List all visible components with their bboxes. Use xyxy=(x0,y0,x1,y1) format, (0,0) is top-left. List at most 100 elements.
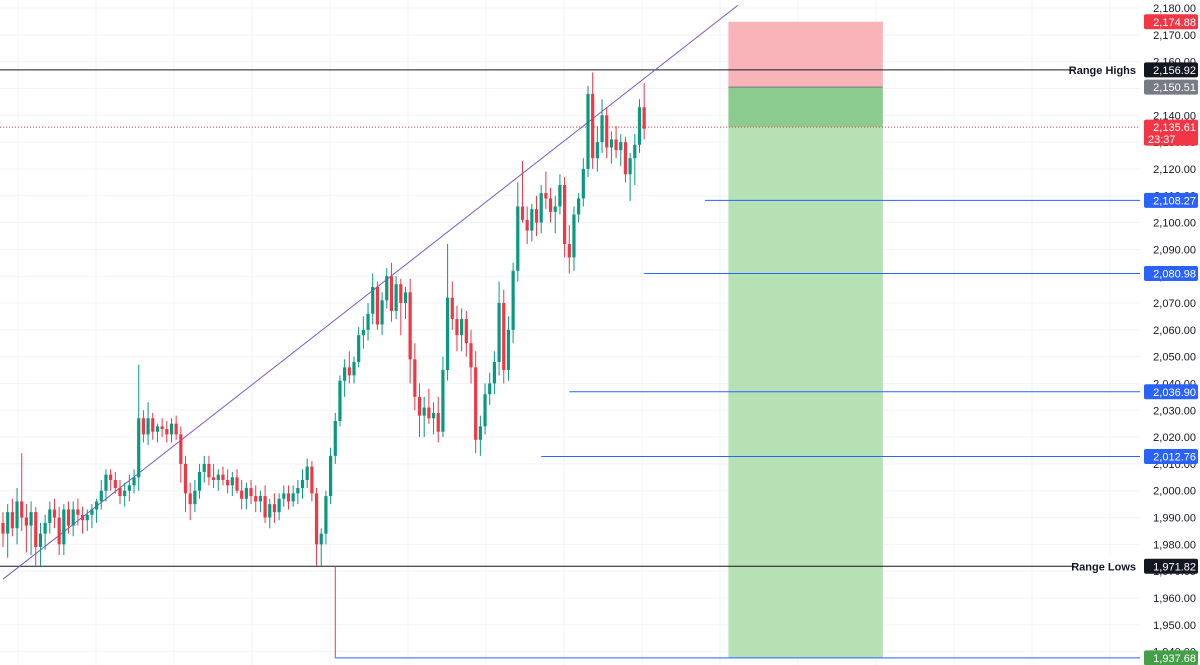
candle-body xyxy=(581,168,585,199)
candle-body xyxy=(595,142,599,159)
drawn-lines[interactable] xyxy=(0,4,1140,659)
y-tick-label: 2,180.00 xyxy=(1153,3,1196,15)
level-label-bg xyxy=(1074,558,1140,575)
y-tick-label: 2,170.00 xyxy=(1153,30,1196,42)
candle-body xyxy=(431,412,436,419)
candle-body xyxy=(212,477,216,480)
candle-body xyxy=(272,504,277,513)
candle-body xyxy=(441,370,445,432)
candle-body xyxy=(623,142,628,175)
candles xyxy=(1,72,646,566)
candle-body xyxy=(80,514,85,521)
candle-body xyxy=(48,509,52,523)
candle-body xyxy=(29,512,33,526)
candle-body xyxy=(637,107,642,145)
candle-body xyxy=(488,383,492,395)
candle-body xyxy=(34,512,38,548)
candle-body xyxy=(642,107,646,129)
candle-body xyxy=(10,512,14,529)
candle-body xyxy=(530,209,534,231)
candle-body xyxy=(310,466,314,494)
candle-body xyxy=(338,380,342,421)
candle-body xyxy=(305,466,309,480)
level-labels: Range Highs Range Lows xyxy=(1069,61,1140,575)
candle-body xyxy=(619,142,623,151)
candle-body xyxy=(483,394,487,427)
candle-body xyxy=(207,463,211,478)
y-tick-label: 1,980.00 xyxy=(1153,539,1196,551)
countdown-timer: 23:37 xyxy=(1148,134,1176,146)
candle-body xyxy=(123,490,127,497)
price-tag-value: 1,971.82 xyxy=(1153,561,1196,573)
price-tag xyxy=(1144,558,1198,574)
candle-body xyxy=(286,493,291,502)
y-tick-label: 1,990.00 xyxy=(1153,513,1196,525)
candle-body xyxy=(417,396,422,416)
candle-body xyxy=(221,474,225,480)
candle-body xyxy=(188,493,192,505)
candle-body xyxy=(174,423,178,435)
price-tag-value: 2,150.51 xyxy=(1153,82,1196,94)
candle-body xyxy=(502,303,506,371)
candle-body xyxy=(15,501,19,529)
candle-body xyxy=(52,509,57,518)
candle-body xyxy=(66,509,71,526)
candle-body xyxy=(371,286,375,314)
candle-body xyxy=(516,206,520,271)
candle-body xyxy=(567,244,571,258)
price-tag-value: 2,156.92 xyxy=(1153,65,1196,77)
candle-body xyxy=(202,463,206,472)
candle-body xyxy=(436,412,440,432)
candle-body xyxy=(413,359,417,397)
candle-body xyxy=(572,214,576,258)
price-tag xyxy=(1144,119,1198,146)
price-tag-value: 2,036.90 xyxy=(1153,387,1196,399)
candle-body xyxy=(446,297,450,371)
candle-body xyxy=(455,319,459,336)
short-position-tool[interactable] xyxy=(728,21,883,658)
candle-body xyxy=(385,276,389,301)
candle-body xyxy=(343,367,347,381)
candle-body xyxy=(628,158,632,175)
candle-body xyxy=(614,139,618,151)
candle-body xyxy=(57,517,61,545)
candle-body xyxy=(240,490,244,499)
candle-body xyxy=(408,292,412,360)
candle-body xyxy=(361,329,365,336)
candle-body xyxy=(520,206,525,220)
candle-body xyxy=(254,496,258,502)
candle-body xyxy=(366,313,370,330)
price-tag xyxy=(1144,14,1198,30)
candle-body xyxy=(6,512,10,534)
candle-body xyxy=(193,490,197,505)
price-tag-value: 1,937.68 xyxy=(1153,653,1196,665)
take-profit-zone xyxy=(728,127,883,658)
candle-body xyxy=(165,429,169,435)
candle-body xyxy=(558,185,562,207)
candle-body xyxy=(160,426,164,430)
candle-body xyxy=(169,423,174,435)
candle-body xyxy=(586,93,590,169)
candle-body xyxy=(492,361,496,384)
y-tick-label: 2,020.00 xyxy=(1153,432,1196,444)
candle-body xyxy=(324,496,328,534)
price-tag-value: 2,135.61 xyxy=(1153,122,1196,134)
candle-body xyxy=(71,509,75,526)
gridlines xyxy=(0,0,1140,665)
candle-body xyxy=(146,418,150,435)
candle-body xyxy=(109,474,113,480)
candle-body xyxy=(99,490,103,502)
candle-body xyxy=(183,463,188,494)
y-tick-label: 2,140.00 xyxy=(1153,110,1196,122)
candle-body xyxy=(113,479,117,489)
candle-body xyxy=(460,319,464,336)
candle-body xyxy=(314,493,319,545)
candle-body xyxy=(478,426,482,440)
candle-body xyxy=(76,509,80,515)
candle-body xyxy=(104,474,108,491)
candle-body xyxy=(539,193,543,223)
candle-body xyxy=(591,93,595,159)
price-tag xyxy=(1144,266,1198,282)
price-tag xyxy=(1144,192,1198,208)
